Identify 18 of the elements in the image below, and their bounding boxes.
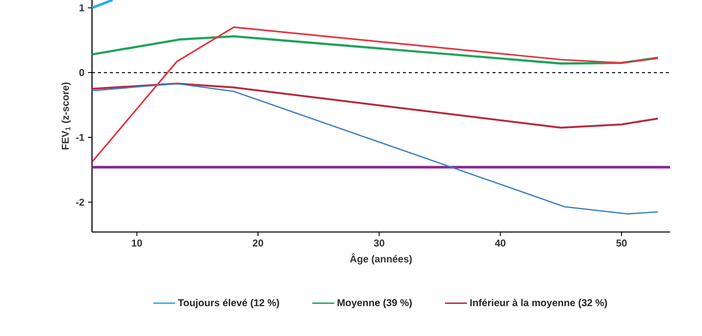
line-series [92, 35, 659, 65]
legend-label: Moyenne (39 %) [338, 298, 412, 308]
legend-label: Inférieur à la moyenne (32 %) [470, 298, 607, 308]
legend-label: Toujours élevé (12 %) [178, 298, 280, 308]
x-tick-label: 20 [252, 240, 264, 247]
line-series [92, 26, 659, 163]
x-tick-label: 40 [494, 240, 506, 247]
x-tick-label: 30 [374, 240, 384, 247]
y-axis-title: FEV$_{1}$ (z-score) [61, 82, 71, 150]
x-tick-label: 50 [616, 240, 627, 247]
line-series [92, 82, 659, 215]
y-tick-label: -2 [76, 198, 84, 206]
y-tick-label: -1 [76, 134, 84, 141]
x-tick-label: 10 [132, 240, 142, 247]
y-tick-label: 0 [79, 69, 84, 76]
y-tick-label: 1 [80, 4, 84, 12]
x-axis-title: Âge (années) [350, 253, 412, 264]
line-series [92, 82, 659, 129]
